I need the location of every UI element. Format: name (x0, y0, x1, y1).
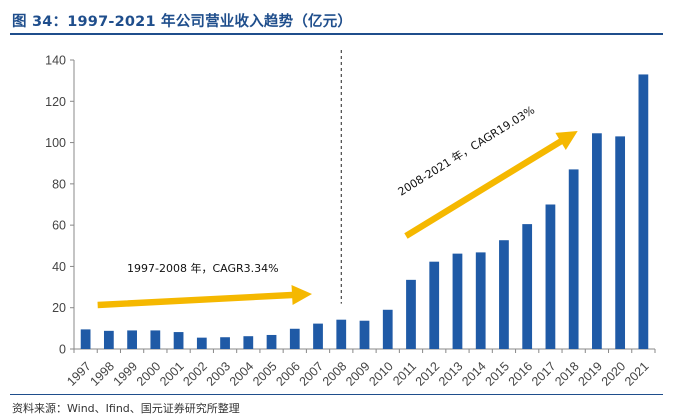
x-tick-label: 2015 (482, 359, 512, 389)
bar-2012 (429, 261, 440, 349)
bar-1999 (127, 330, 137, 349)
bar-2007 (313, 323, 323, 349)
bar-2013 (452, 253, 463, 349)
source-note: 资料来源：Wind、Ifind、国元证券研究所整理 (12, 402, 240, 415)
bar-2009 (359, 320, 370, 349)
annotation-cagr-1997-2008: 1997-2008 年，CAGR3.34% (127, 261, 279, 275)
bar-2003 (220, 337, 230, 349)
x-tick-label: 2021 (622, 359, 652, 389)
x-tick-label: 2010 (366, 359, 396, 389)
x-tick-label: 2006 (273, 359, 303, 389)
bar-2011 (406, 279, 416, 349)
x-tick-label: 1999 (111, 359, 141, 389)
title-underline (10, 33, 663, 35)
bar-2020 (615, 136, 626, 349)
y-tick-label: 80 (52, 177, 66, 191)
growth-arrow-1997-2008 (97, 285, 312, 309)
bar-2015 (499, 240, 509, 349)
bar-2005 (266, 334, 277, 349)
x-tick-label: 2012 (413, 359, 443, 389)
bar-2021 (638, 74, 649, 349)
bar-2018 (568, 169, 579, 349)
y-tick-label: 120 (45, 95, 66, 109)
x-tick-label: 1998 (87, 359, 117, 389)
x-tick-label: 2004 (227, 359, 257, 389)
bar-2006 (289, 328, 300, 349)
x-tick-label: 2017 (529, 359, 559, 389)
x-tick-label: 2002 (180, 359, 210, 389)
y-tick-label: 60 (52, 219, 66, 233)
x-tick-label: 2020 (599, 359, 629, 389)
growth-arrow-2008-2021 (404, 131, 578, 239)
bar-2001 (173, 332, 184, 349)
bar-2000 (150, 330, 161, 349)
y-tick-label: 100 (45, 136, 66, 150)
x-tick-label: 2000 (134, 359, 164, 389)
y-tick-label: 40 (52, 260, 66, 274)
bar-1998 (103, 330, 114, 349)
bar-2017 (545, 204, 556, 349)
y-tick-label: 140 (45, 54, 66, 68)
x-tick-label: 2005 (250, 359, 280, 389)
bar-2019 (592, 133, 602, 349)
x-tick-label: 2013 (436, 359, 466, 389)
y-tick-label: 20 (52, 301, 66, 315)
y-tick-label: 0 (59, 343, 66, 357)
x-tick-label: 2014 (459, 359, 489, 389)
x-tick-label: 2009 (343, 359, 373, 389)
x-tick-label: 2008 (320, 359, 350, 389)
bar-2016 (522, 224, 533, 349)
x-tick-label: 2007 (297, 359, 327, 389)
x-tick-label: 2019 (575, 359, 605, 389)
bar-2004 (243, 336, 254, 349)
x-tick-label: 2003 (204, 359, 234, 389)
bar-1997 (80, 329, 91, 349)
x-tick-label: 2016 (506, 359, 536, 389)
x-tick-label: 2001 (157, 359, 187, 389)
annotation-cagr-2008-2021: 2008-2021 年，CAGR19.03% (395, 103, 537, 199)
bar-2002 (196, 337, 207, 349)
bar-2008 (336, 319, 347, 349)
chart-title: 图 34：1997-2021 年公司营业收入趋势（亿元） (12, 14, 353, 30)
x-tick-label: 1997 (64, 359, 94, 389)
bar-2014 (475, 252, 486, 349)
x-tick-label: 2018 (552, 359, 582, 389)
source-divider (10, 394, 663, 395)
bar-2010 (382, 309, 393, 349)
x-tick-label: 2011 (390, 359, 419, 388)
